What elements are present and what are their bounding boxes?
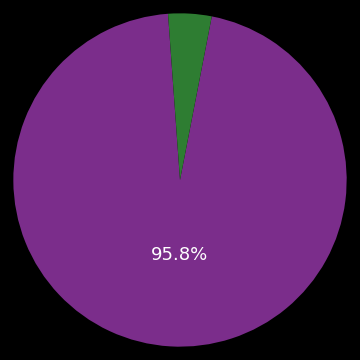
Text: 95.8%: 95.8%	[151, 246, 209, 264]
Wedge shape	[13, 14, 347, 347]
Wedge shape	[168, 13, 212, 180]
